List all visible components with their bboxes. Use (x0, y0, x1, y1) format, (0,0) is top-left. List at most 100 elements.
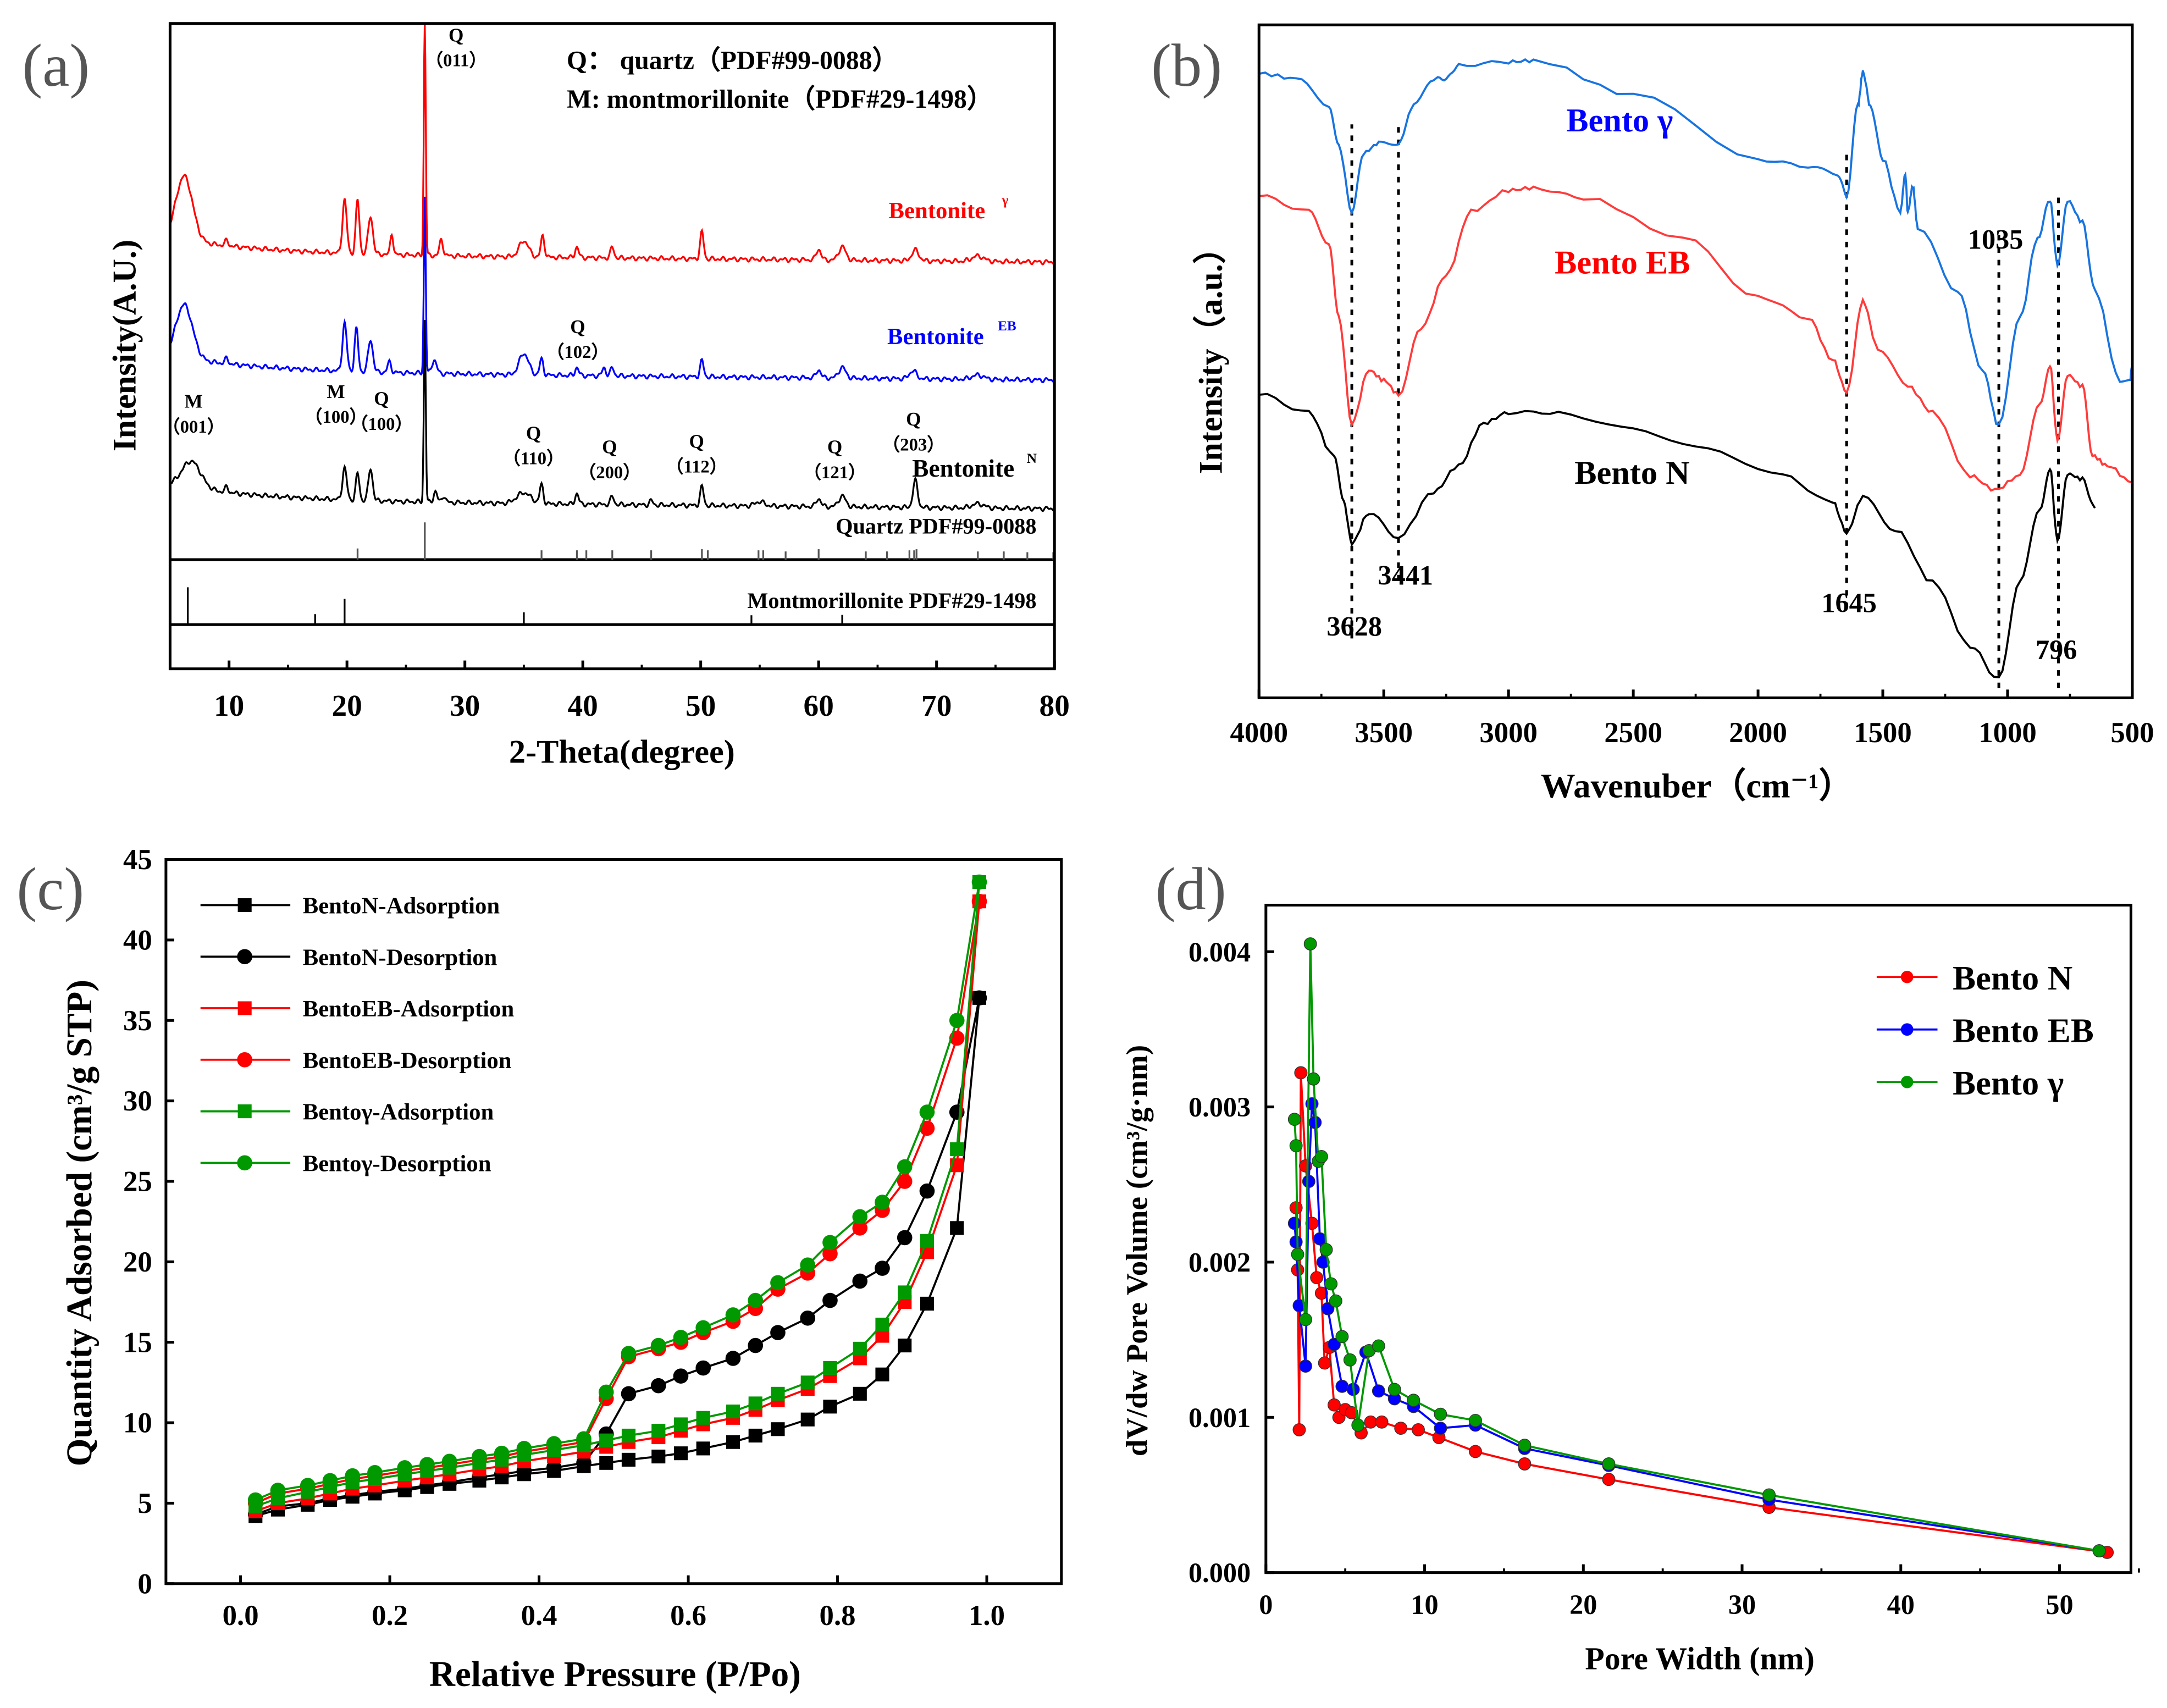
data-point (1387, 1383, 1401, 1396)
data-point (1412, 1423, 1425, 1436)
x-tick-label: 50 (2046, 1589, 2073, 1620)
x-tick-label: 30 (1728, 1589, 1756, 1620)
data-point (1518, 1439, 1532, 1452)
data-point-square (651, 1449, 666, 1464)
x-tick-label: 40 (568, 689, 598, 722)
isotherm-chart: 0.0 0.2 0.4 0.6 0.8 1.0 0 5 10 15 20 25 30 35 40 45 Rela… (60, 844, 1063, 1694)
data-point-square (621, 1452, 636, 1467)
y-tick-label: 0.000 (1188, 1557, 1251, 1588)
peak-annotation-hkl: （110） (502, 449, 565, 469)
series-label: Bentonite (889, 198, 986, 224)
y-tick-label: 40 (123, 925, 152, 957)
data-point-circle (897, 1159, 913, 1175)
series-label: Bentonite (887, 324, 984, 350)
data-point (1372, 1384, 1385, 1398)
x-axis-label: Wavenuber（cm⁻¹） (1541, 766, 1854, 805)
data-point-circle (971, 893, 987, 909)
distribution-line (1293, 944, 2099, 1552)
peak-annotation: Q (526, 422, 541, 444)
data-point-square (800, 1375, 815, 1390)
x-tick-label: 80 (1040, 689, 1070, 722)
legend-label: BentoN-Adsorption (303, 893, 500, 919)
data-point (1307, 1072, 1320, 1086)
data-point-circle (441, 1453, 457, 1469)
y-tick-label: 15 (123, 1326, 152, 1358)
y-tick-label: 20 (123, 1246, 152, 1278)
series-label-sup: γ (1002, 193, 1009, 208)
y-tick-label: 45 (123, 844, 152, 876)
series-label: Bento N (1574, 455, 1689, 491)
legend-marker-circle (237, 949, 252, 965)
x-tick-label: 20 (332, 689, 362, 722)
xrd-series-line (170, 320, 1055, 512)
peak-annotation: M (185, 391, 203, 412)
data-point-circle (472, 1449, 487, 1464)
data-point-circle (770, 1325, 786, 1340)
distribution-line (1295, 1073, 2108, 1554)
peak-annotation-hkl: （011） (425, 51, 488, 71)
data-point-circle (576, 1431, 591, 1447)
data-point-square (875, 1317, 889, 1332)
data-point-square (771, 1386, 785, 1401)
data-point-circle (300, 1478, 316, 1494)
data-point (1602, 1473, 1616, 1486)
x-tick-label: 40 (1887, 1589, 1915, 1620)
data-point-square (853, 1386, 867, 1401)
data-point-square (823, 1400, 837, 1414)
xrd-chart: Bentonite N Bentonite EB Bentonite γ Quartz PD… (107, 22, 1070, 771)
axes-frame (168, 22, 1056, 671)
data-point (1294, 1066, 1308, 1080)
y-axis-label: dV/dw Pore Volume (cm³/g·nm) (1120, 1045, 1154, 1456)
data-point-circle (971, 990, 987, 1006)
y-tick-label: 0 (137, 1568, 152, 1600)
isotherm-line (255, 901, 981, 1512)
data-point-square (621, 1428, 636, 1443)
data-point-circle (852, 1209, 868, 1225)
legend-marker-circle (237, 1155, 252, 1171)
data-point-circle (546, 1460, 562, 1475)
peak-annotation: Q (906, 408, 921, 430)
panel-label-c: (c) (16, 855, 84, 922)
x-tick-label: 0.2 (372, 1600, 408, 1632)
data-point-circle (270, 1483, 286, 1498)
data-point-square (726, 1404, 740, 1419)
band-label: 1035 (1968, 224, 2024, 255)
data-point-circle (516, 1441, 532, 1456)
data-point-circle (621, 1386, 637, 1402)
peak-annotation-hkl: （100） (305, 407, 367, 427)
peak-annotation: Q (602, 436, 617, 458)
y-axis-label: Intensity(A.U.) (107, 240, 143, 451)
data-point (1313, 1232, 1326, 1246)
data-point (1372, 1339, 1385, 1353)
y-tick-label: 0.004 (1188, 937, 1251, 968)
band-label: 1645 (1821, 588, 1877, 618)
data-point-square (920, 1296, 935, 1311)
data-point (1335, 1330, 1349, 1344)
x-tick-label: 500 (2110, 717, 2154, 749)
peak-annotation: Q (449, 24, 463, 46)
data-point (1394, 1422, 1408, 1435)
data-point-square (599, 1433, 613, 1447)
x-tick-label: 20 (1569, 1589, 1597, 1620)
xrd-series-line (169, 23, 1055, 266)
peak-annotation-hkl: （100） (350, 414, 413, 434)
data-point-square (748, 1396, 762, 1411)
data-point-circle (546, 1436, 562, 1451)
data-point-circle (875, 1261, 890, 1276)
legend-label: Bento N (1953, 959, 2072, 997)
x-tick-label: 10 (214, 689, 244, 722)
peak-annotation-hkl: （121） (803, 462, 866, 483)
y-tick-label: 10 (123, 1407, 152, 1439)
legend-label: Bento γ (1953, 1064, 2064, 1102)
x-tick-label: 0.6 (670, 1600, 706, 1632)
data-point (1434, 1422, 1447, 1435)
data-point (1469, 1413, 1482, 1427)
series-label-sup: N (1027, 451, 1037, 466)
y-axis-label: Quantity Adsorbed (cm³/g STP) (60, 980, 99, 1466)
isotherm-line (255, 882, 981, 1501)
data-point (1328, 1337, 1341, 1351)
data-point-circle (949, 1013, 965, 1029)
data-point (1287, 1217, 1301, 1230)
data-point-square (920, 1234, 935, 1248)
